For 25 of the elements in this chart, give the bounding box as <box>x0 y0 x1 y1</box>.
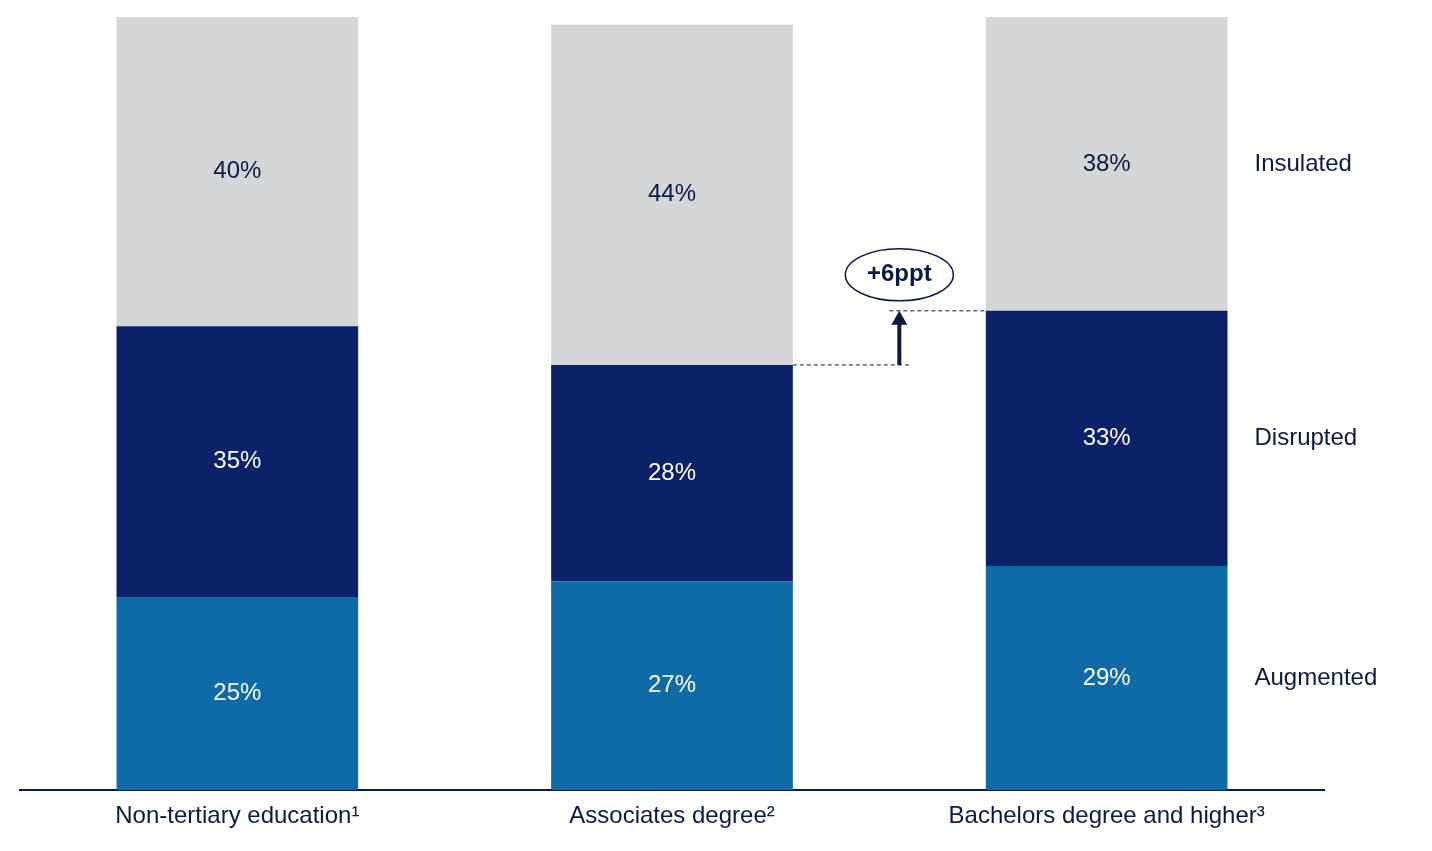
series-label: Disrupted <box>1254 423 1358 451</box>
x-tick-label: Associates degree² <box>569 801 775 829</box>
data-label: 40% <box>213 156 262 184</box>
bar <box>985 310 1228 566</box>
series-label: Augmented <box>1254 662 1378 690</box>
series-label: Insulated <box>1254 148 1352 176</box>
data-label: 33% <box>1082 423 1131 451</box>
bar <box>116 17 359 327</box>
bar <box>985 17 1228 311</box>
data-label: 44% <box>647 179 697 207</box>
bar <box>551 24 793 365</box>
data-label: 27% <box>647 670 697 698</box>
bar <box>116 326 359 597</box>
bar <box>551 581 793 791</box>
data-label: 29% <box>1082 662 1131 690</box>
bar <box>551 364 793 582</box>
bar <box>985 565 1228 791</box>
bar <box>116 596 359 791</box>
x-tick-label: Non-tertiary education¹ <box>115 801 360 829</box>
x-tick-label: Bachelors degree and higher³ <box>948 801 1265 829</box>
data-label: 38% <box>1082 148 1131 176</box>
data-label: 35% <box>213 446 262 474</box>
data-label: 28% <box>647 457 697 485</box>
data-label: 25% <box>213 678 262 706</box>
annotation: +6ppt <box>866 259 932 287</box>
